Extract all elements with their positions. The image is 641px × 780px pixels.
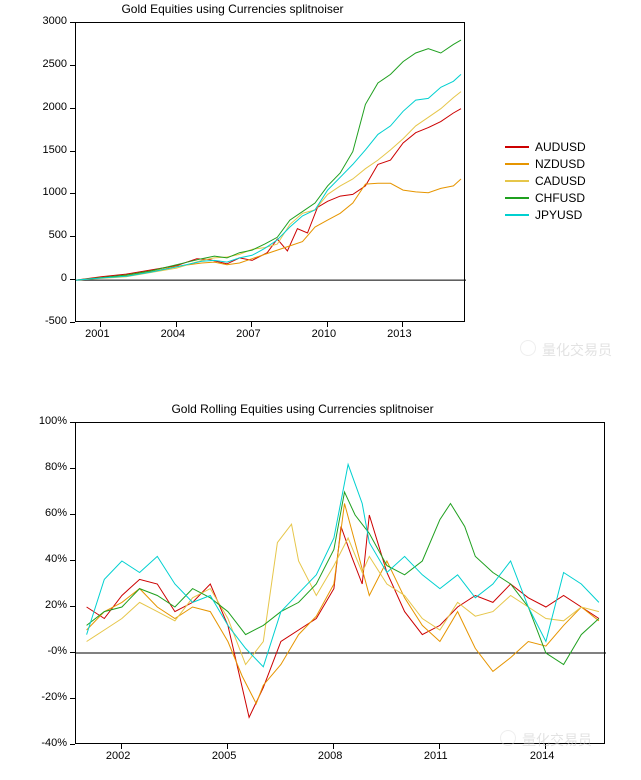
x-tick-label: 2011 [424,750,448,762]
legend: AUDUSD NZDUSD CADUSD CHFUSD JPYUSD [505,140,586,225]
y-tick-label: 80% [45,461,67,473]
legend-swatch [505,214,529,216]
series-jpyusd [76,74,461,280]
y-tick-label: -0% [47,645,67,657]
equities-chart: Gold Equities using Currencies splitnois… [0,0,641,360]
legend-item: CADUSD [505,174,586,188]
plot-svg [76,23,466,323]
legend-label: CHFUSD [535,191,585,205]
x-tick-label: 2005 [212,750,236,762]
legend-swatch [505,180,529,182]
series-nzdusd [87,504,599,704]
plot-svg [76,423,606,745]
legend-label: NZDUSD [535,157,585,171]
y-tick-label: 1500 [43,144,67,156]
series-chfusd [76,40,461,280]
watermark-text: 量化交易员 [522,730,592,750]
legend-label: AUDUSD [535,140,586,154]
legend-item: CHFUSD [505,191,586,205]
y-tick-label: 100% [39,415,67,427]
y-tick-label: 0 [61,272,67,284]
watermark-icon [500,730,516,746]
watermark-icon [520,340,536,356]
y-tick-label: 60% [45,507,67,519]
legend-item: AUDUSD [505,140,586,154]
legend-item: NZDUSD [505,157,586,171]
legend-swatch [505,163,529,165]
x-tick-label: 2013 [387,328,411,340]
series-jpyusd [87,464,599,666]
y-tick-label: 3000 [43,15,67,27]
y-tick-label: 1000 [43,186,67,198]
plot-area [75,22,465,322]
y-tick-label: 500 [49,229,67,241]
y-tick-label: 40% [45,553,67,565]
legend-label: CADUSD [535,174,586,188]
watermark-text: 量化交易员 [542,340,612,360]
y-tick-label: -40% [41,737,67,749]
series-nzdusd [76,179,461,280]
x-tick-label: 2007 [236,328,260,340]
x-tick-label: 2001 [85,328,109,340]
chart-title: Gold Equities using Currencies splitnois… [0,2,465,16]
y-tick-label: 20% [45,599,67,611]
legend-label: JPYUSD [535,208,582,222]
y-tick-label: -500 [45,315,67,327]
legend-item: JPYUSD [505,208,586,222]
legend-swatch [505,197,529,199]
series-cadusd [76,92,461,281]
x-tick-label: 2008 [318,750,342,762]
y-tick-label: 2000 [43,101,67,113]
series-audusd [76,109,461,280]
plot-area [75,422,605,744]
x-tick-label: 2002 [106,750,130,762]
legend-swatch [505,146,529,148]
y-tick-label: -20% [41,691,67,703]
chart-title: Gold Rolling Equities using Currencies s… [0,402,605,416]
x-tick-label: 2010 [312,328,336,340]
x-tick-label: 2014 [530,750,554,762]
x-tick-label: 2004 [161,328,185,340]
series-audusd [87,515,599,717]
rolling-equities-chart: Gold Rolling Equities using Currencies s… [0,400,641,780]
y-tick-label: 2500 [43,58,67,70]
